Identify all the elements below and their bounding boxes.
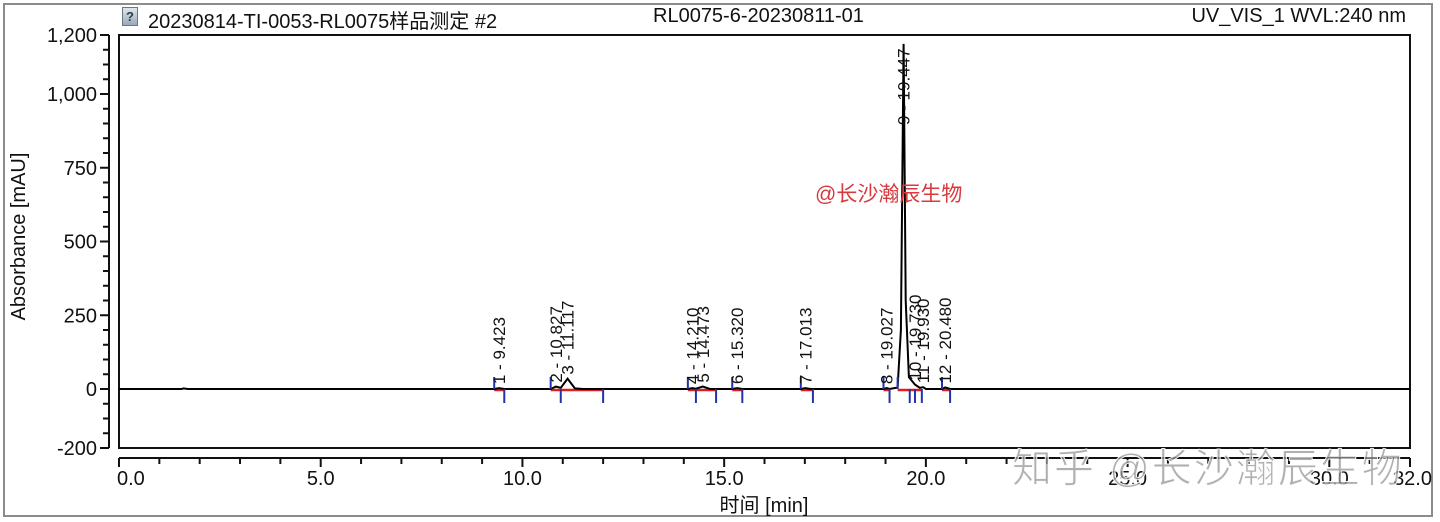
peak-label: 9 - 19.447 bbox=[895, 48, 914, 125]
peak-label: 6 - 15.320 bbox=[728, 308, 747, 385]
x-tick-label: 15.0 bbox=[705, 468, 744, 490]
y-axis-title: Absorbance [mAU] bbox=[8, 153, 30, 321]
x-tick-label: 10.0 bbox=[503, 468, 542, 490]
peak-label: 12 - 20.480 bbox=[936, 298, 955, 384]
channel-label: UV_VIS_1 WVL:240 nm bbox=[1191, 5, 1406, 27]
x-axis-title: 时间 [min] bbox=[720, 494, 809, 517]
peak-label: 8 - 19.027 bbox=[878, 308, 897, 385]
chromatogram-window bbox=[3, 3, 1433, 517]
y-tick-label: 1,000 bbox=[47, 84, 97, 106]
x-tick-label: 25.0 bbox=[1108, 468, 1147, 490]
y-tick-label: 250 bbox=[64, 305, 97, 327]
peak-label: 1 - 9.423 bbox=[490, 317, 509, 384]
peak-label: 10 - 19.730 bbox=[906, 295, 925, 381]
y-tick-label: -200 bbox=[57, 438, 97, 460]
watermark-gray: 知乎 @长沙瀚辰生物 bbox=[1012, 447, 1404, 492]
peak-label: 4 - 14.210 bbox=[683, 308, 702, 385]
x-tick-label: 30.0 bbox=[1310, 468, 1349, 490]
plot-area bbox=[118, 34, 1411, 449]
x-tick-label: 32.0 bbox=[1393, 468, 1432, 490]
injection-name: RL0075-6-20230811-01 bbox=[653, 5, 864, 27]
peak-label: 11 - 19.930 bbox=[914, 298, 933, 383]
x-tick-label: 5.0 bbox=[307, 468, 335, 490]
x-tick-label: 0.0 bbox=[117, 468, 145, 490]
y-tick-label: 1,200 bbox=[47, 25, 97, 47]
y-tick-label: 500 bbox=[64, 232, 97, 254]
question-file-icon: ? bbox=[122, 7, 138, 26]
watermark-red: @长沙瀚辰生物 bbox=[815, 183, 963, 206]
peak-label: 2 - 10.827 bbox=[547, 306, 566, 383]
peak-label: 5 - 14.473 bbox=[694, 306, 713, 383]
peak-label: 7 - 17.013 bbox=[796, 308, 815, 385]
peak-label: 3 - 11.117 bbox=[559, 301, 578, 375]
y-tick-label: 0 bbox=[86, 379, 97, 401]
chromatogram-trace bbox=[119, 43, 1410, 391]
y-tick-label: 750 bbox=[64, 158, 97, 180]
x-tick-label: 20.0 bbox=[906, 468, 945, 490]
sample-name: 20230814-TI-0053-RL0075样品测定 #2 bbox=[148, 11, 498, 33]
